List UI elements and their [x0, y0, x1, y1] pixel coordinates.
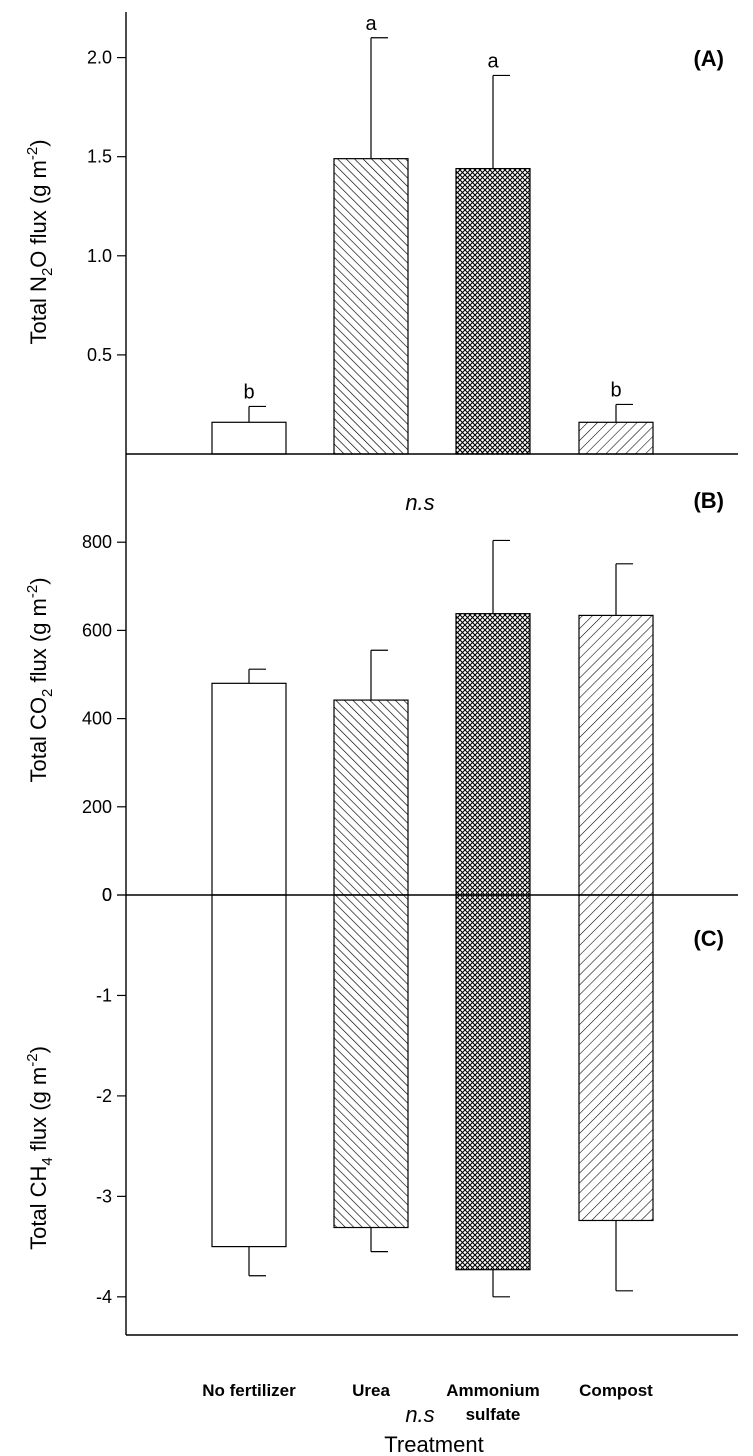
y-tick-label-a-0: 0.5 [87, 345, 112, 365]
x-tick-label-compost: Compost [579, 1381, 653, 1400]
bar-c-no-fertilizer [211, 894, 287, 1248]
y-tick-label-b-2: 400 [82, 709, 112, 729]
y-tick-label-a-1: 1.0 [87, 246, 112, 266]
y-tick-label-c-3: -1 [96, 985, 112, 1005]
y-tick-label-c-2: -2 [96, 1086, 112, 1106]
significance-label-a-ammonium-sulfate: a [487, 50, 499, 72]
bar-b-ammonium-sulfate [455, 613, 531, 896]
panel-label-b: (B) [693, 488, 724, 513]
y-tick-label-b-4: 800 [82, 532, 112, 552]
bar-a-urea [333, 158, 409, 455]
bar-b-urea [333, 699, 409, 896]
bar-b-no-fertilizer [211, 682, 287, 896]
x-tick-label-urea: Urea [352, 1381, 390, 1400]
y-tick-label-b-3: 600 [82, 620, 112, 640]
panel-label-a: (A) [693, 46, 724, 71]
bar-c-ammonium-sulfate [455, 894, 531, 1271]
annotation-ns-c: n.s [405, 1402, 434, 1427]
x-axis-title: Treatment [384, 1432, 483, 1456]
y-axis-title-a: Total N2O flux (g m-2) [24, 139, 56, 344]
bar-a-ammonium-sulfate [455, 167, 531, 455]
y-tick-label-a-3: 2.0 [87, 48, 112, 68]
bar-a-compost [578, 421, 654, 455]
bar-c-urea [333, 894, 409, 1229]
annotation-ns-b: n.s [405, 490, 434, 515]
y-tick-label-b-0: 0 [102, 885, 112, 905]
panel-label-c: (C) [693, 926, 724, 951]
bar-c-compost [578, 894, 654, 1222]
x-tick-label-ammonium-sulfate-line2: sulfate [466, 1405, 521, 1424]
bar-b-compost [578, 614, 654, 896]
x-tick-label-ammonium-sulfate-line1: Ammonium [446, 1381, 540, 1400]
significance-label-a-urea: a [365, 13, 377, 35]
y-tick-label-c-0: -4 [96, 1287, 112, 1307]
y-axis-title-b: Total CO2 flux (g m-2) [24, 577, 56, 782]
y-tick-label-c-4: 0 [102, 885, 112, 905]
x-tick-label-no-fertilizer: No fertilizer [202, 1381, 296, 1400]
y-axis-title-c: Total CH4 flux (g m-2) [24, 1046, 56, 1250]
y-tick-label-a-2: 1.5 [87, 147, 112, 167]
significance-label-a-no-fertilizer: b [243, 381, 254, 403]
bar-a-no-fertilizer [211, 421, 287, 455]
significance-label-a-compost: b [610, 379, 621, 401]
y-tick-label-c-1: -3 [96, 1186, 112, 1206]
y-tick-label-b-1: 200 [82, 797, 112, 817]
